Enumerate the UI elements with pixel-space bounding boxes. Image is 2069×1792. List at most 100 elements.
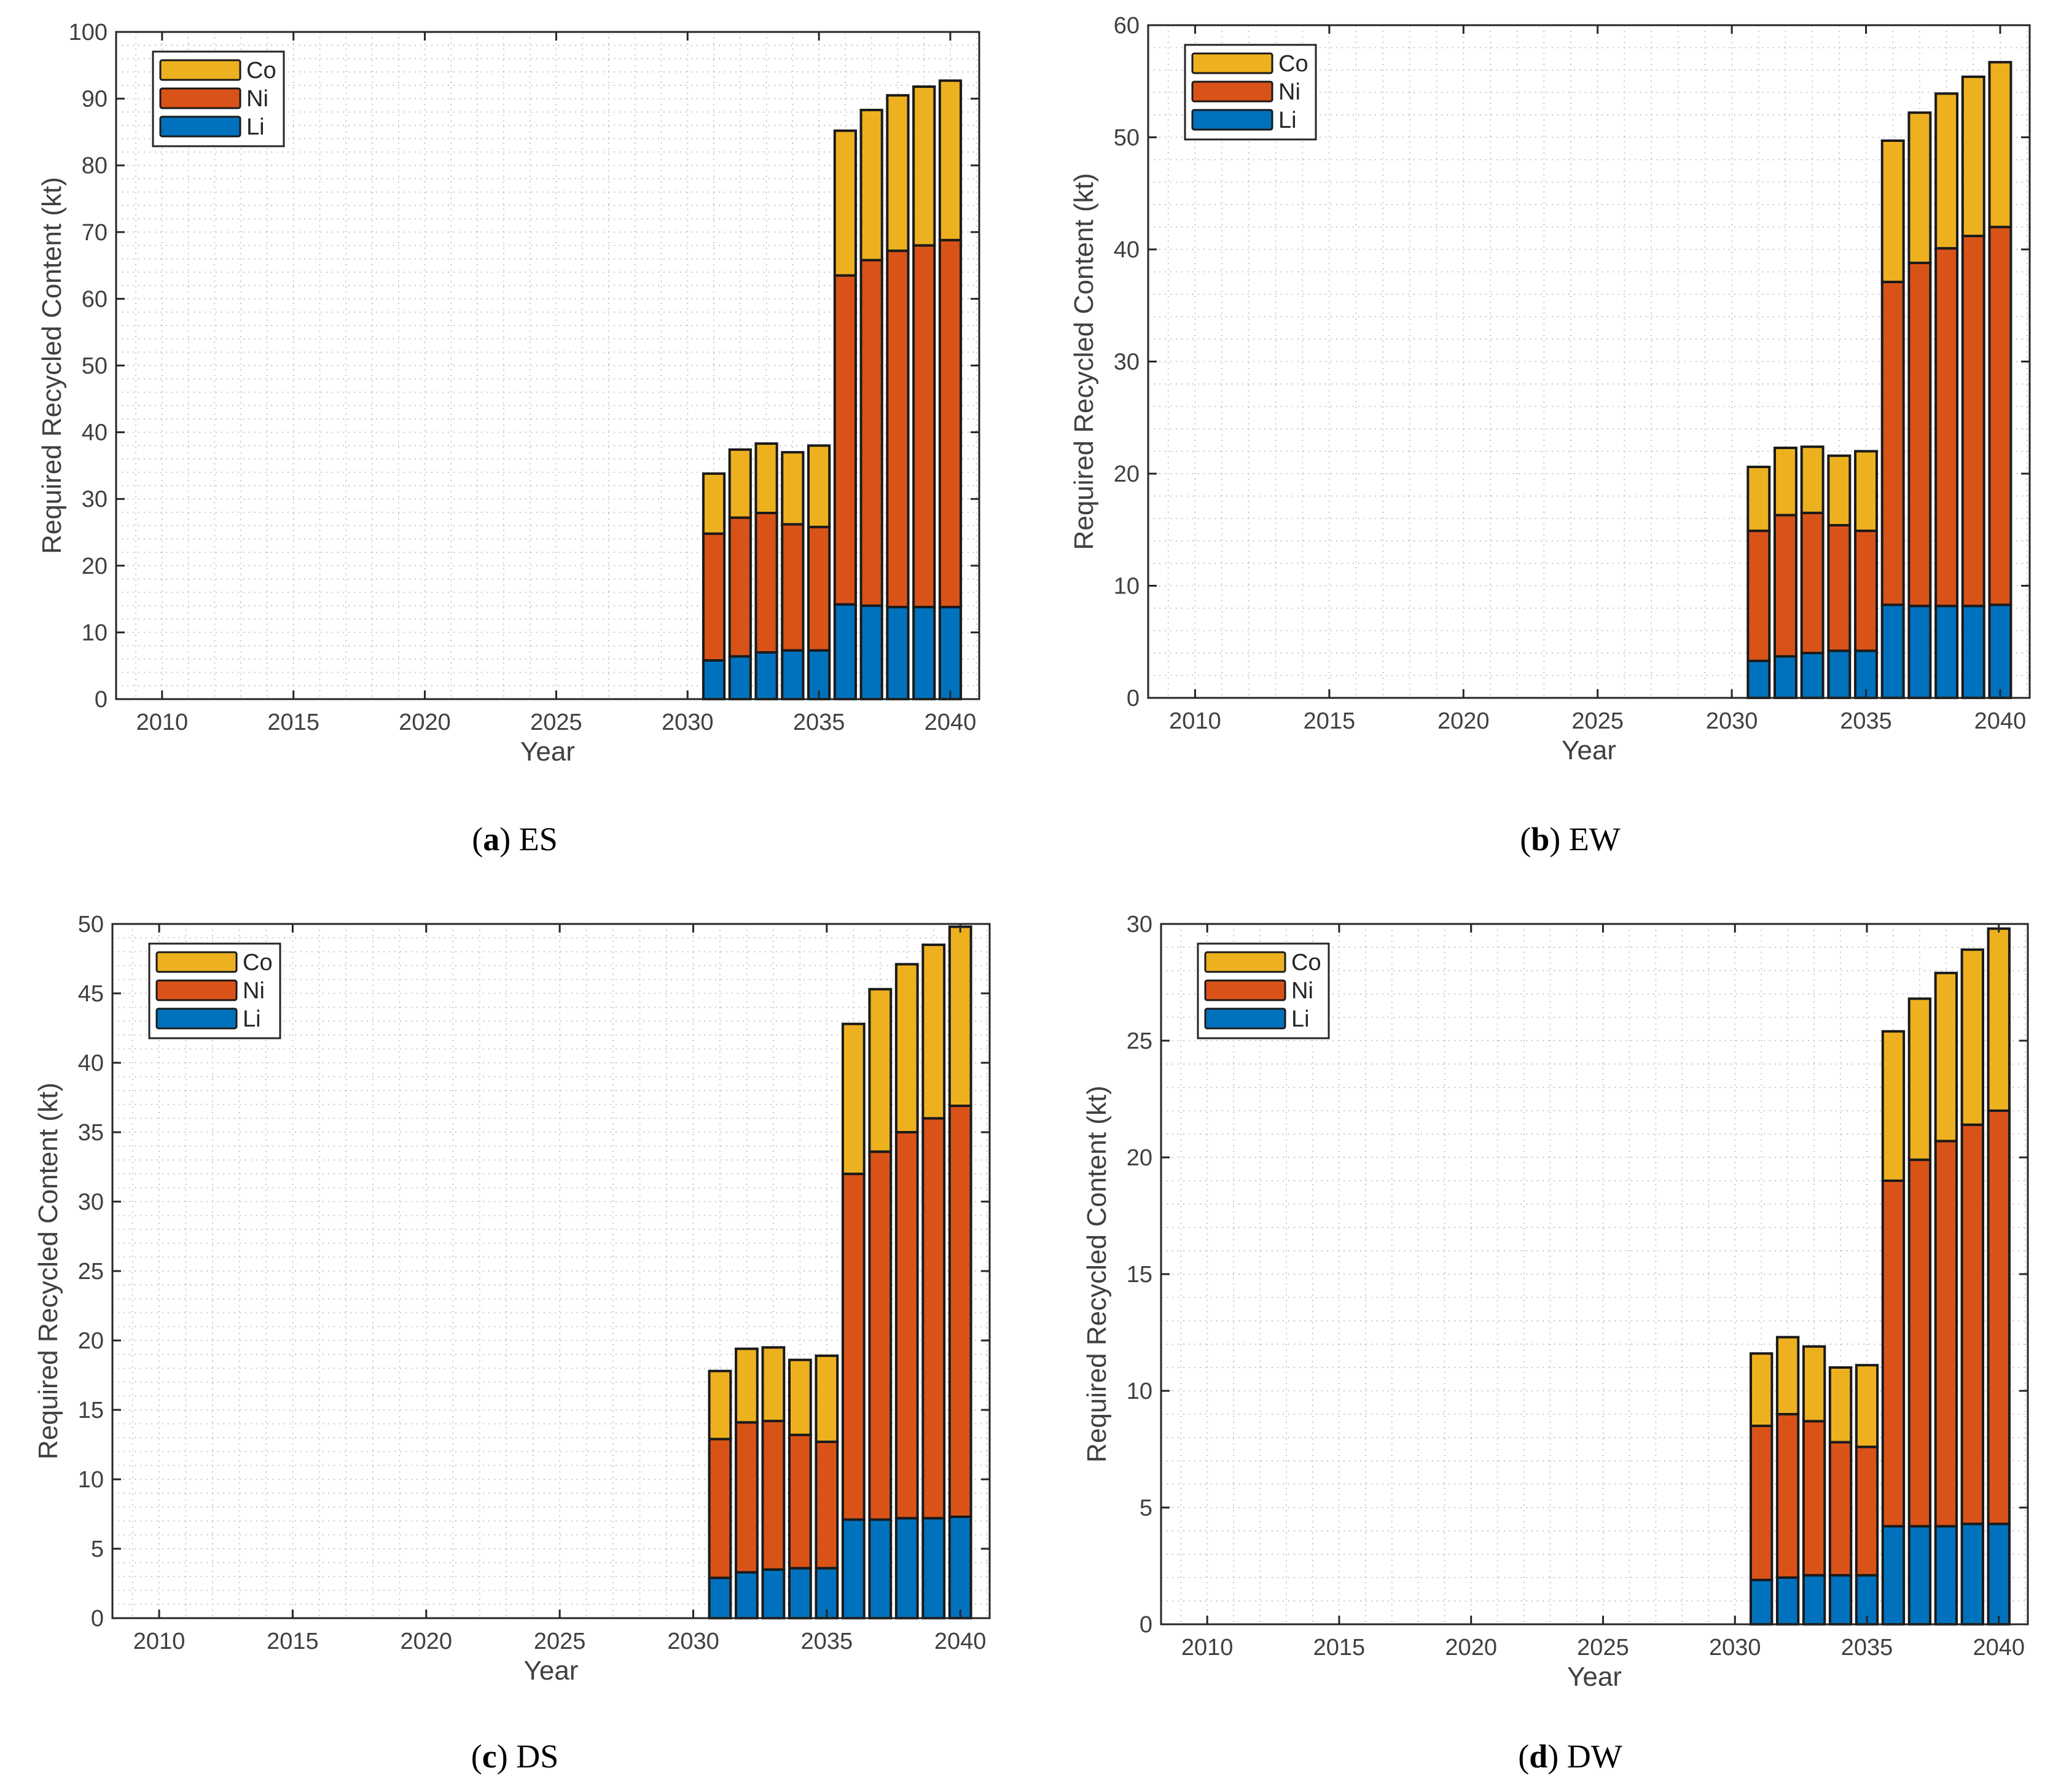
bar-li-2038	[1934, 605, 1959, 699]
bar-li-2036	[841, 1518, 866, 1620]
bar-li-2036	[1881, 1525, 1906, 1626]
bar-ni-2032	[1774, 514, 1797, 658]
bar-ni-2033	[754, 512, 778, 654]
y-tick-label: 0	[95, 687, 108, 713]
x-tick-label: 2040	[1973, 1635, 2025, 1661]
bar-li-2034	[1827, 649, 1852, 699]
legend-swatch-co	[155, 951, 238, 973]
y-tick-label: 30	[1127, 912, 1152, 937]
bar-li-2034	[781, 649, 805, 701]
x-tick-label: 2030	[667, 1629, 719, 1654]
legend-label-ni: Ni	[1291, 978, 1313, 1004]
caption-text: DS	[516, 1738, 559, 1775]
legend-swatch-ni	[155, 979, 238, 1001]
bar-ni-2036	[833, 274, 857, 606]
caption-b: (b) EW	[1520, 821, 1621, 858]
bar-co-2031	[1749, 1352, 1774, 1427]
bar-li-2037	[859, 604, 883, 701]
bar-li-2036	[1880, 603, 1905, 700]
bar-li-2038	[894, 1517, 919, 1620]
bar-co-2032	[735, 1347, 759, 1424]
caption-text: DW	[1566, 1738, 1622, 1775]
bar-ni-2031	[702, 532, 726, 662]
bar-li-2039	[1961, 605, 1985, 699]
x-axis-label: Year	[1567, 1662, 1622, 1692]
y-tick-label: 20	[78, 1328, 104, 1354]
x-tick-label: 2020	[1437, 708, 1490, 734]
bar-co-2032	[1775, 1336, 1800, 1416]
bar-co-2033	[761, 1346, 786, 1423]
legend-swatch-li	[1191, 109, 1273, 131]
bar-li-2038	[886, 606, 910, 701]
bar-li-2040	[938, 606, 963, 701]
bar-co-2033	[1802, 1345, 1826, 1423]
bar-li-2034	[788, 1567, 812, 1619]
y-axis-label: Required Recycled Content (kt)	[37, 177, 67, 554]
bar-co-2037	[1907, 997, 1932, 1161]
bar-li-2033	[754, 651, 778, 700]
x-tick-label: 2015	[1304, 708, 1356, 734]
bar-co-2040	[1988, 61, 2012, 229]
bar-ni-2038	[1934, 1140, 1958, 1528]
bar-li-2031	[1749, 1578, 1774, 1626]
y-tick-label: 40	[82, 420, 108, 446]
legend-swatch-ni	[1204, 979, 1286, 1001]
bar-co-2036	[1881, 1030, 1906, 1183]
legend-swatch-co	[1204, 951, 1286, 973]
caption-d: (d) DW	[1518, 1738, 1622, 1775]
bar-li-2034	[1828, 1574, 1853, 1626]
x-tick-label: 2030	[662, 710, 714, 735]
x-tick-label: 2020	[399, 710, 451, 735]
legend-swatch-co	[1191, 52, 1273, 74]
x-axis-label: Year	[524, 1656, 579, 1686]
caption-label: b	[1531, 821, 1550, 858]
legend-label-co: Co	[243, 950, 273, 976]
bar-li-2040	[1988, 603, 2012, 700]
bar-ni-2033	[1802, 1420, 1826, 1577]
y-tick-label: 25	[78, 1259, 104, 1285]
x-axis-label: Year	[1562, 735, 1616, 765]
x-tick-label: 2040	[925, 710, 977, 735]
legend-swatch-ni	[1191, 80, 1273, 103]
bar-li-2033	[761, 1568, 786, 1619]
bar-co-2036	[841, 1022, 866, 1175]
x-tick-label: 2020	[401, 1629, 453, 1654]
bar-co-2038	[886, 94, 910, 252]
bar-co-2036	[1880, 139, 1905, 283]
y-tick-label: 20	[1127, 1145, 1152, 1171]
x-tick-label: 2010	[1181, 1635, 1234, 1661]
y-tick-label: 0	[1127, 686, 1140, 711]
x-tick-label: 2035	[793, 710, 845, 735]
bar-ni-2032	[728, 516, 752, 658]
bar-li-2040	[1987, 1522, 2011, 1626]
y-tick-label: 5	[91, 1536, 104, 1562]
chart-panel-a: 2010 2015 2020 2025 2030 2035 2040010203040506…	[37, 20, 980, 767]
x-tick-label: 2040	[1974, 708, 2027, 734]
caption-a: (a) ES	[472, 821, 558, 858]
y-axis-label: Required Recycled Content (kt)	[33, 1082, 63, 1460]
y-tick-label: 90	[82, 87, 108, 112]
bar-co-2039	[921, 943, 946, 1120]
bar-li-2038	[1934, 1525, 1958, 1626]
bar-co-2033	[1800, 445, 1825, 514]
bar-li-2037	[1907, 605, 1932, 699]
y-tick-label: 60	[1114, 13, 1140, 39]
caption-c: (c) DS	[471, 1738, 559, 1775]
y-tick-label: 40	[1114, 237, 1140, 263]
bar-ni-2036	[841, 1172, 866, 1521]
y-tick-label: 15	[78, 1398, 104, 1423]
y-tick-label: 5	[1140, 1495, 1152, 1521]
bar-li-2039	[1960, 1522, 1984, 1626]
bar-li-2032	[1774, 655, 1797, 699]
legend-swatch-li	[1204, 1008, 1286, 1030]
bar-ni-2035	[1855, 1446, 1879, 1577]
bar-co-2033	[754, 442, 778, 515]
caption-text: ES	[518, 821, 558, 858]
bar-ni-2031	[1749, 1425, 1774, 1581]
legend-swatch-co	[159, 59, 241, 81]
bar-ni-2037	[1907, 1158, 1932, 1528]
legend-label-ni: Ni	[1278, 79, 1300, 105]
bar-ni-2031	[1746, 530, 1771, 662]
legend-swatch-ni	[159, 87, 241, 109]
